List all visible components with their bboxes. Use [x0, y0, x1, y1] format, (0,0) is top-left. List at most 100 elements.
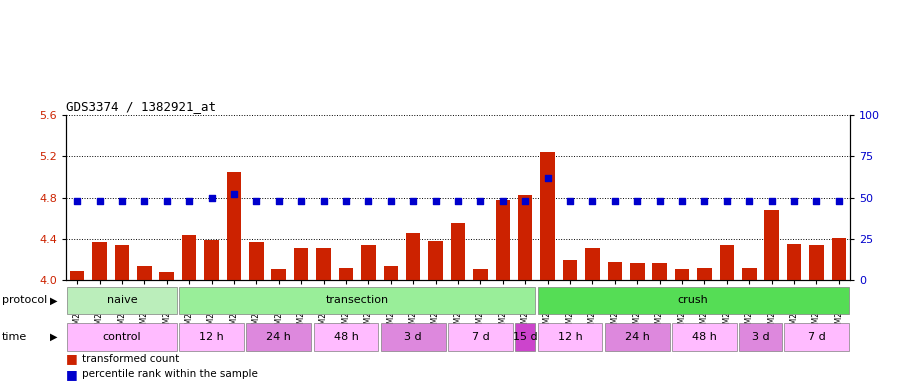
Bar	[381, 323, 446, 351]
Point	[271, 198, 286, 204]
Bar	[67, 323, 177, 351]
Text: 7 d: 7 d	[808, 332, 825, 342]
Text: crush: crush	[678, 295, 709, 306]
Point	[832, 198, 846, 204]
Text: 7 d: 7 d	[472, 332, 489, 342]
Point	[316, 198, 331, 204]
Bar	[448, 323, 513, 351]
Bar	[739, 323, 781, 351]
Bar	[474, 269, 487, 280]
Point	[429, 198, 443, 204]
Bar	[496, 200, 510, 280]
Text: ▶: ▶	[50, 332, 58, 342]
Text: 3 d: 3 d	[404, 332, 422, 342]
Point	[204, 195, 219, 201]
Point	[607, 198, 622, 204]
Bar	[652, 263, 667, 280]
Point	[630, 198, 645, 204]
Bar	[538, 323, 603, 351]
Text: ■: ■	[66, 368, 78, 381]
Bar	[159, 272, 174, 280]
Text: ■: ■	[66, 353, 78, 366]
Text: 48 h: 48 h	[333, 332, 358, 342]
Point	[809, 198, 823, 204]
Point	[339, 198, 354, 204]
Bar	[809, 245, 823, 280]
Bar	[226, 172, 241, 280]
Text: 48 h: 48 h	[692, 332, 717, 342]
Text: time: time	[2, 332, 27, 342]
Point	[518, 198, 532, 204]
Point	[93, 198, 107, 204]
Point	[719, 198, 734, 204]
Bar	[697, 268, 712, 280]
Bar	[249, 242, 264, 280]
Bar	[515, 323, 535, 351]
Point	[159, 198, 174, 204]
Point	[226, 191, 241, 197]
Text: 24 h: 24 h	[267, 332, 291, 342]
Point	[361, 198, 376, 204]
Point	[540, 175, 555, 181]
Bar	[70, 271, 84, 280]
Bar	[540, 152, 555, 280]
Point	[787, 198, 802, 204]
Point	[496, 198, 510, 204]
Bar	[607, 262, 622, 280]
Bar	[114, 245, 129, 280]
Point	[182, 198, 197, 204]
Bar	[605, 323, 670, 351]
Bar	[93, 242, 107, 280]
Point	[384, 198, 398, 204]
Bar	[316, 248, 331, 280]
Point	[294, 198, 309, 204]
Bar	[313, 323, 378, 351]
Text: control: control	[103, 332, 141, 342]
Point	[652, 198, 667, 204]
Text: transformed count: transformed count	[82, 354, 180, 364]
Point	[742, 198, 757, 204]
Bar	[384, 266, 398, 280]
Bar	[585, 248, 600, 280]
Point	[137, 198, 152, 204]
Point	[114, 198, 129, 204]
Text: ▶: ▶	[50, 295, 58, 306]
Point	[764, 198, 779, 204]
Point	[249, 198, 264, 204]
Point	[675, 198, 690, 204]
Bar	[675, 269, 690, 280]
Bar	[429, 241, 442, 280]
Text: protocol: protocol	[2, 295, 47, 306]
Point	[697, 198, 712, 204]
Bar	[246, 323, 311, 351]
Text: naive: naive	[106, 295, 137, 306]
Bar	[294, 248, 309, 280]
Bar	[339, 268, 354, 280]
Text: GDS3374 / 1382921_at: GDS3374 / 1382921_at	[66, 99, 216, 113]
Bar	[204, 240, 219, 280]
Bar	[180, 287, 535, 314]
Text: 15 d: 15 d	[513, 332, 538, 342]
Bar	[764, 210, 779, 280]
Bar	[67, 287, 177, 314]
Text: percentile rank within the sample: percentile rank within the sample	[82, 369, 258, 379]
Text: 12 h: 12 h	[199, 332, 224, 342]
Bar	[720, 245, 734, 280]
Point	[70, 198, 84, 204]
Text: transection: transection	[325, 295, 388, 306]
Text: 12 h: 12 h	[558, 332, 583, 342]
Point	[562, 198, 577, 204]
Bar	[406, 233, 420, 280]
Bar	[451, 223, 465, 280]
Bar	[137, 266, 152, 280]
Bar	[784, 323, 849, 351]
Bar	[832, 238, 846, 280]
Bar	[518, 195, 532, 280]
Bar	[271, 269, 286, 280]
Bar	[787, 244, 802, 280]
Text: 3 d: 3 d	[752, 332, 769, 342]
Bar	[538, 287, 849, 314]
Point	[406, 198, 420, 204]
Point	[473, 198, 487, 204]
Text: 24 h: 24 h	[625, 332, 649, 342]
